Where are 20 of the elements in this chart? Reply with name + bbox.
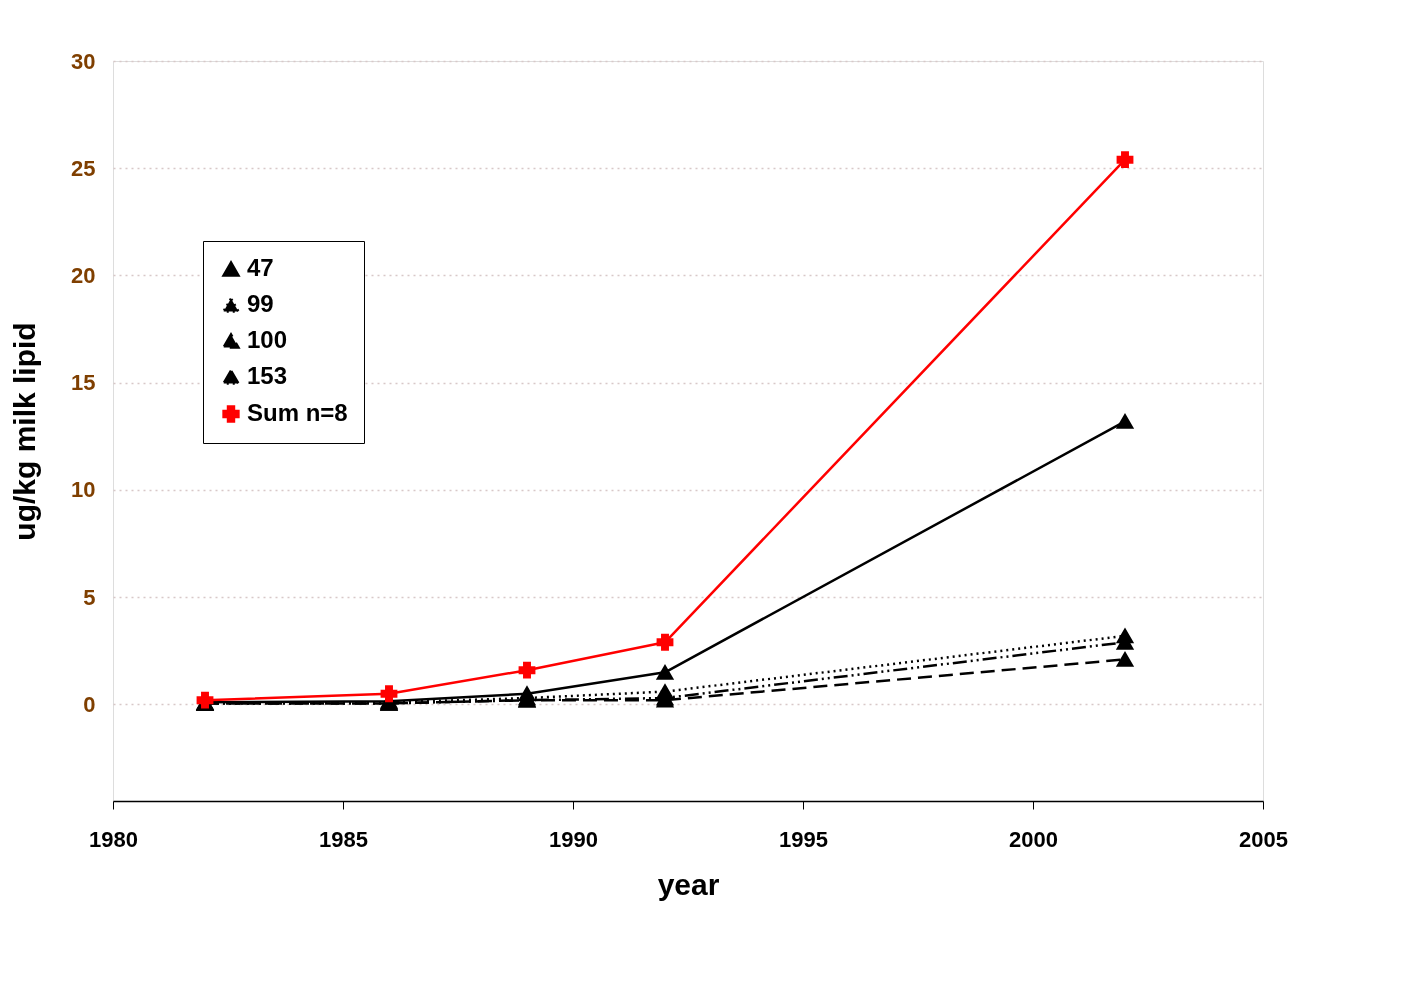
- x-tick-label: 2000: [1009, 826, 1058, 852]
- y-tick-label: 0: [83, 691, 96, 717]
- legend-label: 47: [247, 254, 274, 281]
- legend-label: 99: [247, 290, 274, 317]
- x-tick-label: 1995: [779, 826, 828, 852]
- legend-label: 153: [247, 362, 288, 389]
- x-axis-title: year: [657, 867, 720, 901]
- y-tick-label: 5: [83, 584, 96, 610]
- legend-label: Sum n=8: [247, 399, 348, 426]
- y-tick-label: 20: [71, 262, 96, 288]
- y-tick-label: 30: [71, 48, 96, 74]
- legend-label: 100: [247, 326, 288, 353]
- x-tick-label: 2005: [1239, 826, 1288, 852]
- x-tick-label: 1990: [549, 826, 598, 852]
- y-tick-label: 15: [71, 370, 96, 396]
- y-tick-label: 25: [71, 155, 96, 181]
- y-tick-label: 10: [71, 477, 96, 503]
- y-axis-title: ug/kg milk lipid: [8, 322, 42, 541]
- x-tick-label: 1985: [319, 826, 368, 852]
- x-tick-label: 1980: [89, 826, 138, 852]
